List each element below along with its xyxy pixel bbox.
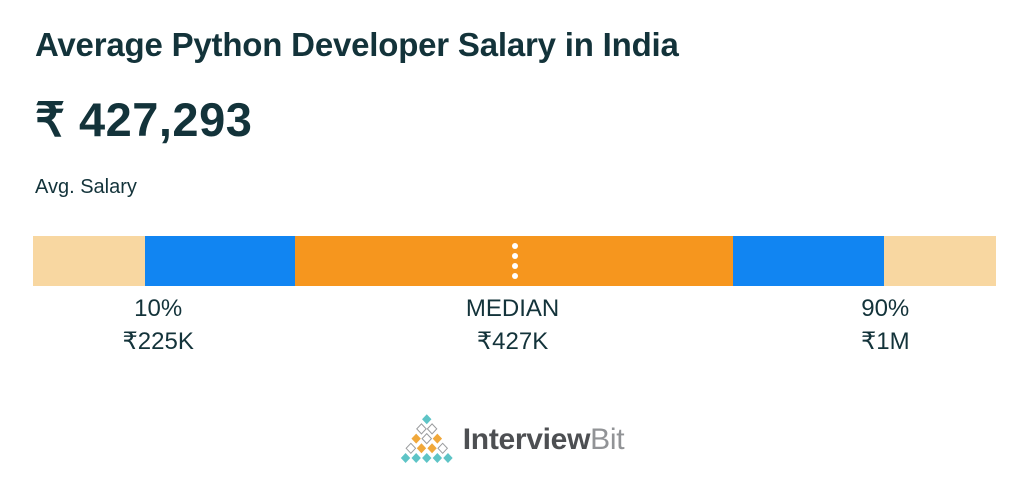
percentile-10-value: ₹225K xyxy=(122,328,194,355)
page-title: Average Python Developer Salary in India xyxy=(35,26,679,63)
logo-text-interview: Interview xyxy=(462,423,591,456)
interviewbit-pyramid-icon xyxy=(400,414,453,463)
pyramid-diamond-white xyxy=(437,442,449,455)
average-salary-amount: ₹ 427,293 xyxy=(35,93,253,146)
pyramid-diamond-orange xyxy=(416,443,427,454)
pyramid-diamond-teal xyxy=(422,414,432,425)
pyramid-diamond-teal xyxy=(422,453,432,463)
median-dot xyxy=(511,273,518,279)
pyramid-diamond-teal xyxy=(400,453,411,463)
median-marker-dots xyxy=(511,236,518,286)
interviewbit-logo: InterviewBit xyxy=(400,414,625,464)
median-value: ₹427K xyxy=(476,328,549,355)
bar-segment-10th-to-25th xyxy=(145,236,295,286)
percentile-90-label: 90% xyxy=(861,295,910,322)
median-dot xyxy=(511,263,518,269)
percentile-90-marker: 90% ₹1M xyxy=(861,292,910,358)
bar-segment-75th-to-90th xyxy=(733,236,884,286)
salary-range-bar xyxy=(33,236,996,286)
pyramid-diamond-orange xyxy=(427,443,437,454)
median-dot xyxy=(511,253,518,259)
percentile-90-value: ₹1M xyxy=(860,328,910,355)
percentile-10-label: 10% xyxy=(134,295,183,322)
logo-text-bit: Bit xyxy=(590,423,625,456)
bar-segment-below-10th-percentile xyxy=(33,236,145,286)
pyramid-diamond-white xyxy=(421,432,433,445)
pyramid-diamond-teal xyxy=(411,453,421,463)
average-salary-label: Avg. Salary xyxy=(35,176,137,198)
median-dot xyxy=(511,243,518,249)
pyramid-diamond-orange xyxy=(432,433,443,444)
bar-segment-above-90th-percentile xyxy=(884,236,996,286)
pyramid-diamond-teal xyxy=(432,453,443,463)
median-marker: MEDIAN ₹427K xyxy=(466,292,559,358)
interviewbit-logo-text: InterviewBit xyxy=(462,423,625,456)
median-label: MEDIAN xyxy=(465,295,560,322)
pyramid-diamond-orange xyxy=(411,433,421,444)
pyramid-diamond-white xyxy=(405,442,417,455)
pyramid-diamond-white xyxy=(426,423,438,435)
pyramid-diamond-teal xyxy=(443,453,453,463)
percentile-10-marker: 10% ₹225K xyxy=(123,292,194,358)
pyramid-diamond-white xyxy=(416,423,427,435)
